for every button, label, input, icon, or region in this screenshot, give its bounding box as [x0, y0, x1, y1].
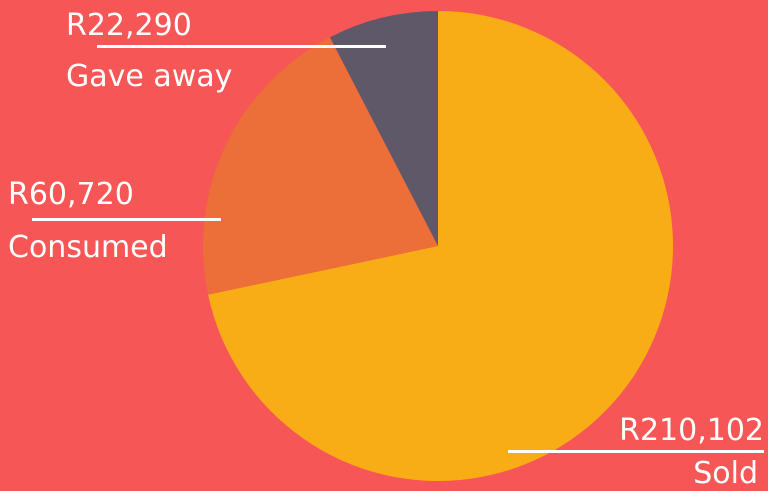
sold-category-label: Sold — [693, 456, 758, 491]
gave-away-value-label: R22,290 — [66, 8, 192, 43]
consumed-value-label: R60,720 — [8, 177, 134, 212]
pie-slice-sold — [208, 11, 674, 481]
gave-away-leader-line — [97, 45, 386, 48]
consumed-category-label: Consumed — [8, 230, 168, 265]
pie-slice-gave-away — [329, 11, 438, 246]
consumed-leader-line — [32, 218, 221, 221]
gave-away-category-label: Gave away — [66, 59, 233, 94]
sold-leader-line — [508, 450, 764, 453]
sold-value-label: R210,102 — [619, 413, 764, 448]
pie-slice-consumed — [203, 37, 438, 295]
